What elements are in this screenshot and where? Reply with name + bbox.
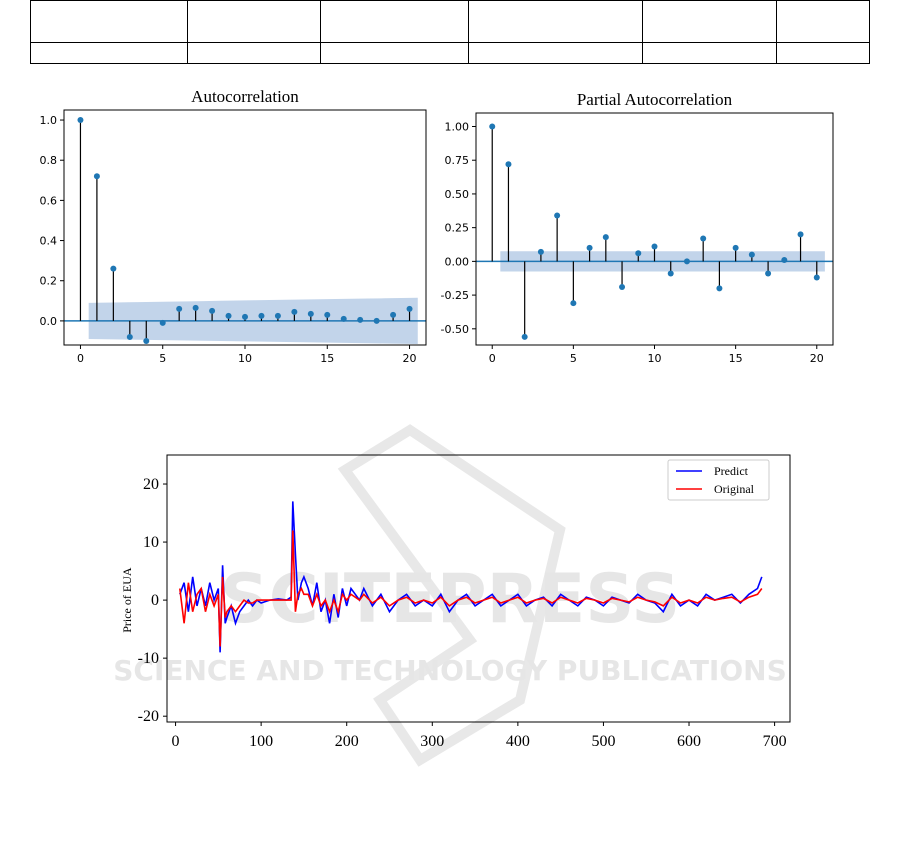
acf-point: [77, 117, 84, 124]
acf-y-tick-label: 0.0: [40, 315, 58, 328]
line-x-tick-label: 700: [763, 733, 787, 750]
acf-x-tick-label: 15: [320, 352, 334, 365]
pacf-point: [797, 231, 804, 238]
pacf-point: [651, 243, 658, 250]
pacf-y-tick-label: 0.50: [445, 188, 470, 201]
line-y-tick-label: -20: [138, 708, 159, 725]
pacf-point: [813, 274, 820, 281]
acf-chart: 0 5 10 15 20 1.0 0.8 0.6 0.4 0.2 0.0 Autocorrelatio…: [40, 87, 427, 365]
line-y-axis-label: Price of EUA: [120, 567, 134, 633]
pacf-point: [635, 250, 642, 257]
table-row: [30, 42, 870, 64]
acf-point: [406, 305, 413, 312]
pacf-x-tick-label: 15: [729, 352, 743, 365]
pacf-point: [748, 251, 755, 258]
acf-point: [110, 265, 117, 272]
pacf-y-tick-label: 0.75: [445, 154, 470, 167]
pacf-point: [619, 284, 626, 290]
acf-point: [176, 305, 183, 312]
pacf-chart: 0 5 10 15 20 1.00 0.75 0.50 0.25 0.00 -0.25 -0.50 Pa…: [441, 90, 834, 365]
acf-point: [258, 312, 265, 319]
pacf-y-tick-label: 1.00: [445, 120, 470, 133]
line-x-tick-label: 100: [249, 733, 273, 750]
pacf-point: [781, 257, 788, 264]
acf-point: [291, 308, 298, 315]
acf-x-tick-label: 10: [238, 352, 252, 365]
acf-y-tick-label: 0.6: [40, 194, 58, 207]
pacf-frame: [475, 112, 834, 346]
series-original-line: [179, 530, 763, 647]
line-x-tick-label: 500: [591, 733, 615, 750]
watermark-emblem: [337, 424, 566, 767]
acf-title: Autocorrelation: [191, 87, 299, 106]
legend-label-original: Original: [714, 482, 755, 496]
acf-point: [159, 319, 166, 326]
acf-point: [274, 312, 281, 319]
acf-x-tick-label: 20: [403, 352, 417, 365]
acf-point: [390, 311, 397, 318]
pacf-point: [667, 270, 674, 277]
pacf-x-tick-label: 10: [648, 352, 662, 365]
line-x-tick-label: 200: [335, 733, 359, 750]
pacf-point: [521, 333, 528, 340]
acf-y-tick-label: 0.2: [40, 275, 58, 288]
pacf-point: [537, 248, 544, 255]
pacf-point: [700, 235, 707, 242]
acf-point: [126, 333, 133, 340]
acf-point: [143, 337, 150, 344]
pacf-y-tick-label: -0.50: [441, 323, 469, 336]
pacf-point: [732, 244, 739, 251]
line-x-tick-label: 400: [506, 733, 530, 750]
acf-y-tick-label: 0.4: [40, 235, 58, 248]
pacf-point: [683, 258, 690, 265]
pacf-point: [602, 234, 609, 241]
pacf-x-tick-label: 20: [810, 352, 824, 365]
line-y-tick-label: 10: [143, 534, 159, 551]
acf-point: [192, 304, 199, 311]
acf-x-tick-label: 0: [77, 352, 84, 365]
line-x-tick-label: 600: [677, 733, 701, 750]
acf-y-tick-label: 1.0: [40, 114, 58, 127]
pacf-y-tick-label: 0.25: [445, 222, 470, 235]
table-cell: [776, 0, 870, 43]
pacf-point: [716, 285, 723, 292]
legend-label-predict: Predict: [714, 464, 749, 478]
line-frame: [166, 454, 791, 723]
pacf-y-tick-label: -0.25: [441, 289, 469, 302]
acf-x-tick-label: 5: [159, 352, 166, 365]
legend-box: [667, 459, 770, 501]
pacf-point: [505, 161, 512, 168]
line-x-tick-label: 0: [172, 733, 180, 750]
pacf-y-tick-label: 0.00: [445, 255, 470, 268]
pacf-x-tick-label: 5: [570, 352, 577, 365]
pacf-point: [586, 244, 593, 251]
acf-point: [307, 310, 314, 317]
line-y-tick-label: 0: [151, 592, 159, 609]
pacf-title: Partial Autocorrelation: [577, 90, 733, 109]
line-y-tick-label: 20: [143, 476, 159, 493]
acf-point: [324, 311, 331, 318]
watermark-line2: SCIENCE AND TECHNOLOGY PUBLICATIONS: [113, 654, 787, 687]
acf-point: [209, 307, 216, 314]
pacf-x-tick-label: 0: [489, 352, 496, 365]
pacf-point: [554, 212, 561, 219]
acf-y-tick-label: 0.8: [40, 154, 58, 167]
acf-point: [242, 313, 248, 320]
empty-table: [30, 0, 870, 64]
acf-point: [373, 317, 380, 324]
acf-point: [357, 316, 364, 323]
acf-point: [340, 315, 347, 322]
line-x-tick-label: 300: [420, 733, 444, 750]
pacf-point: [489, 123, 496, 130]
pacf-point: [570, 300, 577, 307]
table-cell: [776, 42, 870, 64]
table-cell: [320, 0, 469, 43]
pacf-point: [765, 270, 772, 277]
acf-point: [225, 312, 232, 319]
line-y-tick-label: -10: [138, 650, 159, 667]
acf-point: [93, 173, 100, 180]
